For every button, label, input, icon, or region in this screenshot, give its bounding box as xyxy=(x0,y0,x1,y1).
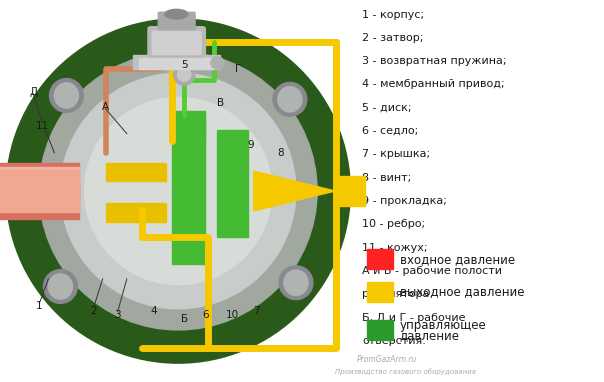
Bar xyxy=(0,163,79,219)
Text: управляющее: управляющее xyxy=(400,319,487,332)
Text: 8: 8 xyxy=(278,148,284,158)
Polygon shape xyxy=(254,171,335,211)
Bar xyxy=(106,207,166,210)
Ellipse shape xyxy=(279,266,313,299)
Text: отверстия.: отверстия. xyxy=(362,336,426,346)
Ellipse shape xyxy=(278,87,302,112)
Bar xyxy=(106,167,166,170)
Text: 10 - ребро;: 10 - ребро; xyxy=(362,219,426,229)
Ellipse shape xyxy=(174,64,194,85)
FancyBboxPatch shape xyxy=(152,31,201,55)
Text: 3 - возвратная пружина;: 3 - возвратная пружина; xyxy=(362,56,507,66)
Ellipse shape xyxy=(43,270,77,303)
FancyBboxPatch shape xyxy=(148,27,205,57)
Ellipse shape xyxy=(165,10,188,19)
Text: 9: 9 xyxy=(248,140,254,150)
Text: 2 - затвор;: 2 - затвор; xyxy=(362,33,424,43)
Ellipse shape xyxy=(48,274,72,299)
Bar xyxy=(106,211,166,214)
Text: В: В xyxy=(217,98,224,108)
Ellipse shape xyxy=(6,19,350,363)
Bar xyxy=(367,320,393,340)
Text: 10: 10 xyxy=(226,310,239,320)
Text: выходное давление: выходное давление xyxy=(400,285,524,298)
Text: А: А xyxy=(102,102,109,112)
Bar xyxy=(217,130,248,237)
Text: Б, Д и Г - рабочие: Б, Д и Г - рабочие xyxy=(362,312,466,322)
Text: 9 - прокладка;: 9 - прокладка; xyxy=(362,196,448,206)
Bar xyxy=(106,219,166,222)
Bar xyxy=(139,58,214,69)
Text: 6 - седло;: 6 - седло; xyxy=(362,126,419,136)
Text: 1: 1 xyxy=(36,301,42,311)
Bar xyxy=(0,0,359,382)
Ellipse shape xyxy=(273,83,307,116)
Bar xyxy=(106,178,166,181)
Bar xyxy=(367,282,393,302)
Text: регулятора.: регулятора. xyxy=(362,289,434,299)
Ellipse shape xyxy=(39,52,317,330)
Ellipse shape xyxy=(284,270,308,295)
Bar xyxy=(172,111,205,241)
Ellipse shape xyxy=(54,83,79,108)
Ellipse shape xyxy=(85,97,272,285)
Bar xyxy=(0,170,79,212)
Text: 2: 2 xyxy=(91,306,97,316)
Text: 11 - кожух;: 11 - кожух; xyxy=(362,243,428,253)
Text: 3: 3 xyxy=(115,310,121,320)
Bar xyxy=(106,163,166,166)
Bar xyxy=(106,215,166,218)
Text: 4: 4 xyxy=(151,306,157,316)
Ellipse shape xyxy=(211,57,224,69)
Text: 5 - диск;: 5 - диск; xyxy=(362,103,412,113)
Text: PromGazArm.ru: PromGazArm.ru xyxy=(356,354,417,364)
Text: Производство газового оборудования: Производство газового оборудования xyxy=(335,368,476,375)
Ellipse shape xyxy=(50,79,83,112)
Bar xyxy=(0,167,79,191)
Bar xyxy=(106,175,166,178)
Bar xyxy=(172,239,205,264)
Text: Г: Г xyxy=(236,64,242,74)
Bar xyxy=(367,249,393,269)
Ellipse shape xyxy=(178,68,191,81)
Bar xyxy=(172,118,205,141)
Text: Б: Б xyxy=(181,314,188,324)
Text: 11: 11 xyxy=(36,121,49,131)
Bar xyxy=(106,203,166,206)
Bar xyxy=(106,171,166,174)
Text: 7 - крышка;: 7 - крышка; xyxy=(362,149,431,159)
Text: 6: 6 xyxy=(202,310,208,320)
Text: 5: 5 xyxy=(181,60,187,70)
Text: давление: давление xyxy=(400,330,460,343)
FancyBboxPatch shape xyxy=(158,12,195,34)
Text: входное давление: входное давление xyxy=(400,253,515,266)
Ellipse shape xyxy=(60,73,296,309)
Text: 1 - корпус;: 1 - корпус; xyxy=(362,10,425,19)
Text: А и В - рабочие полости: А и В - рабочие полости xyxy=(362,266,503,276)
Text: 4 - мембранный привод;: 4 - мембранный привод; xyxy=(362,79,505,89)
Text: Д: Д xyxy=(29,87,37,97)
Text: 8 - винт;: 8 - винт; xyxy=(362,173,412,183)
Bar xyxy=(133,55,220,69)
Text: 7: 7 xyxy=(254,306,260,316)
Bar xyxy=(335,176,365,206)
